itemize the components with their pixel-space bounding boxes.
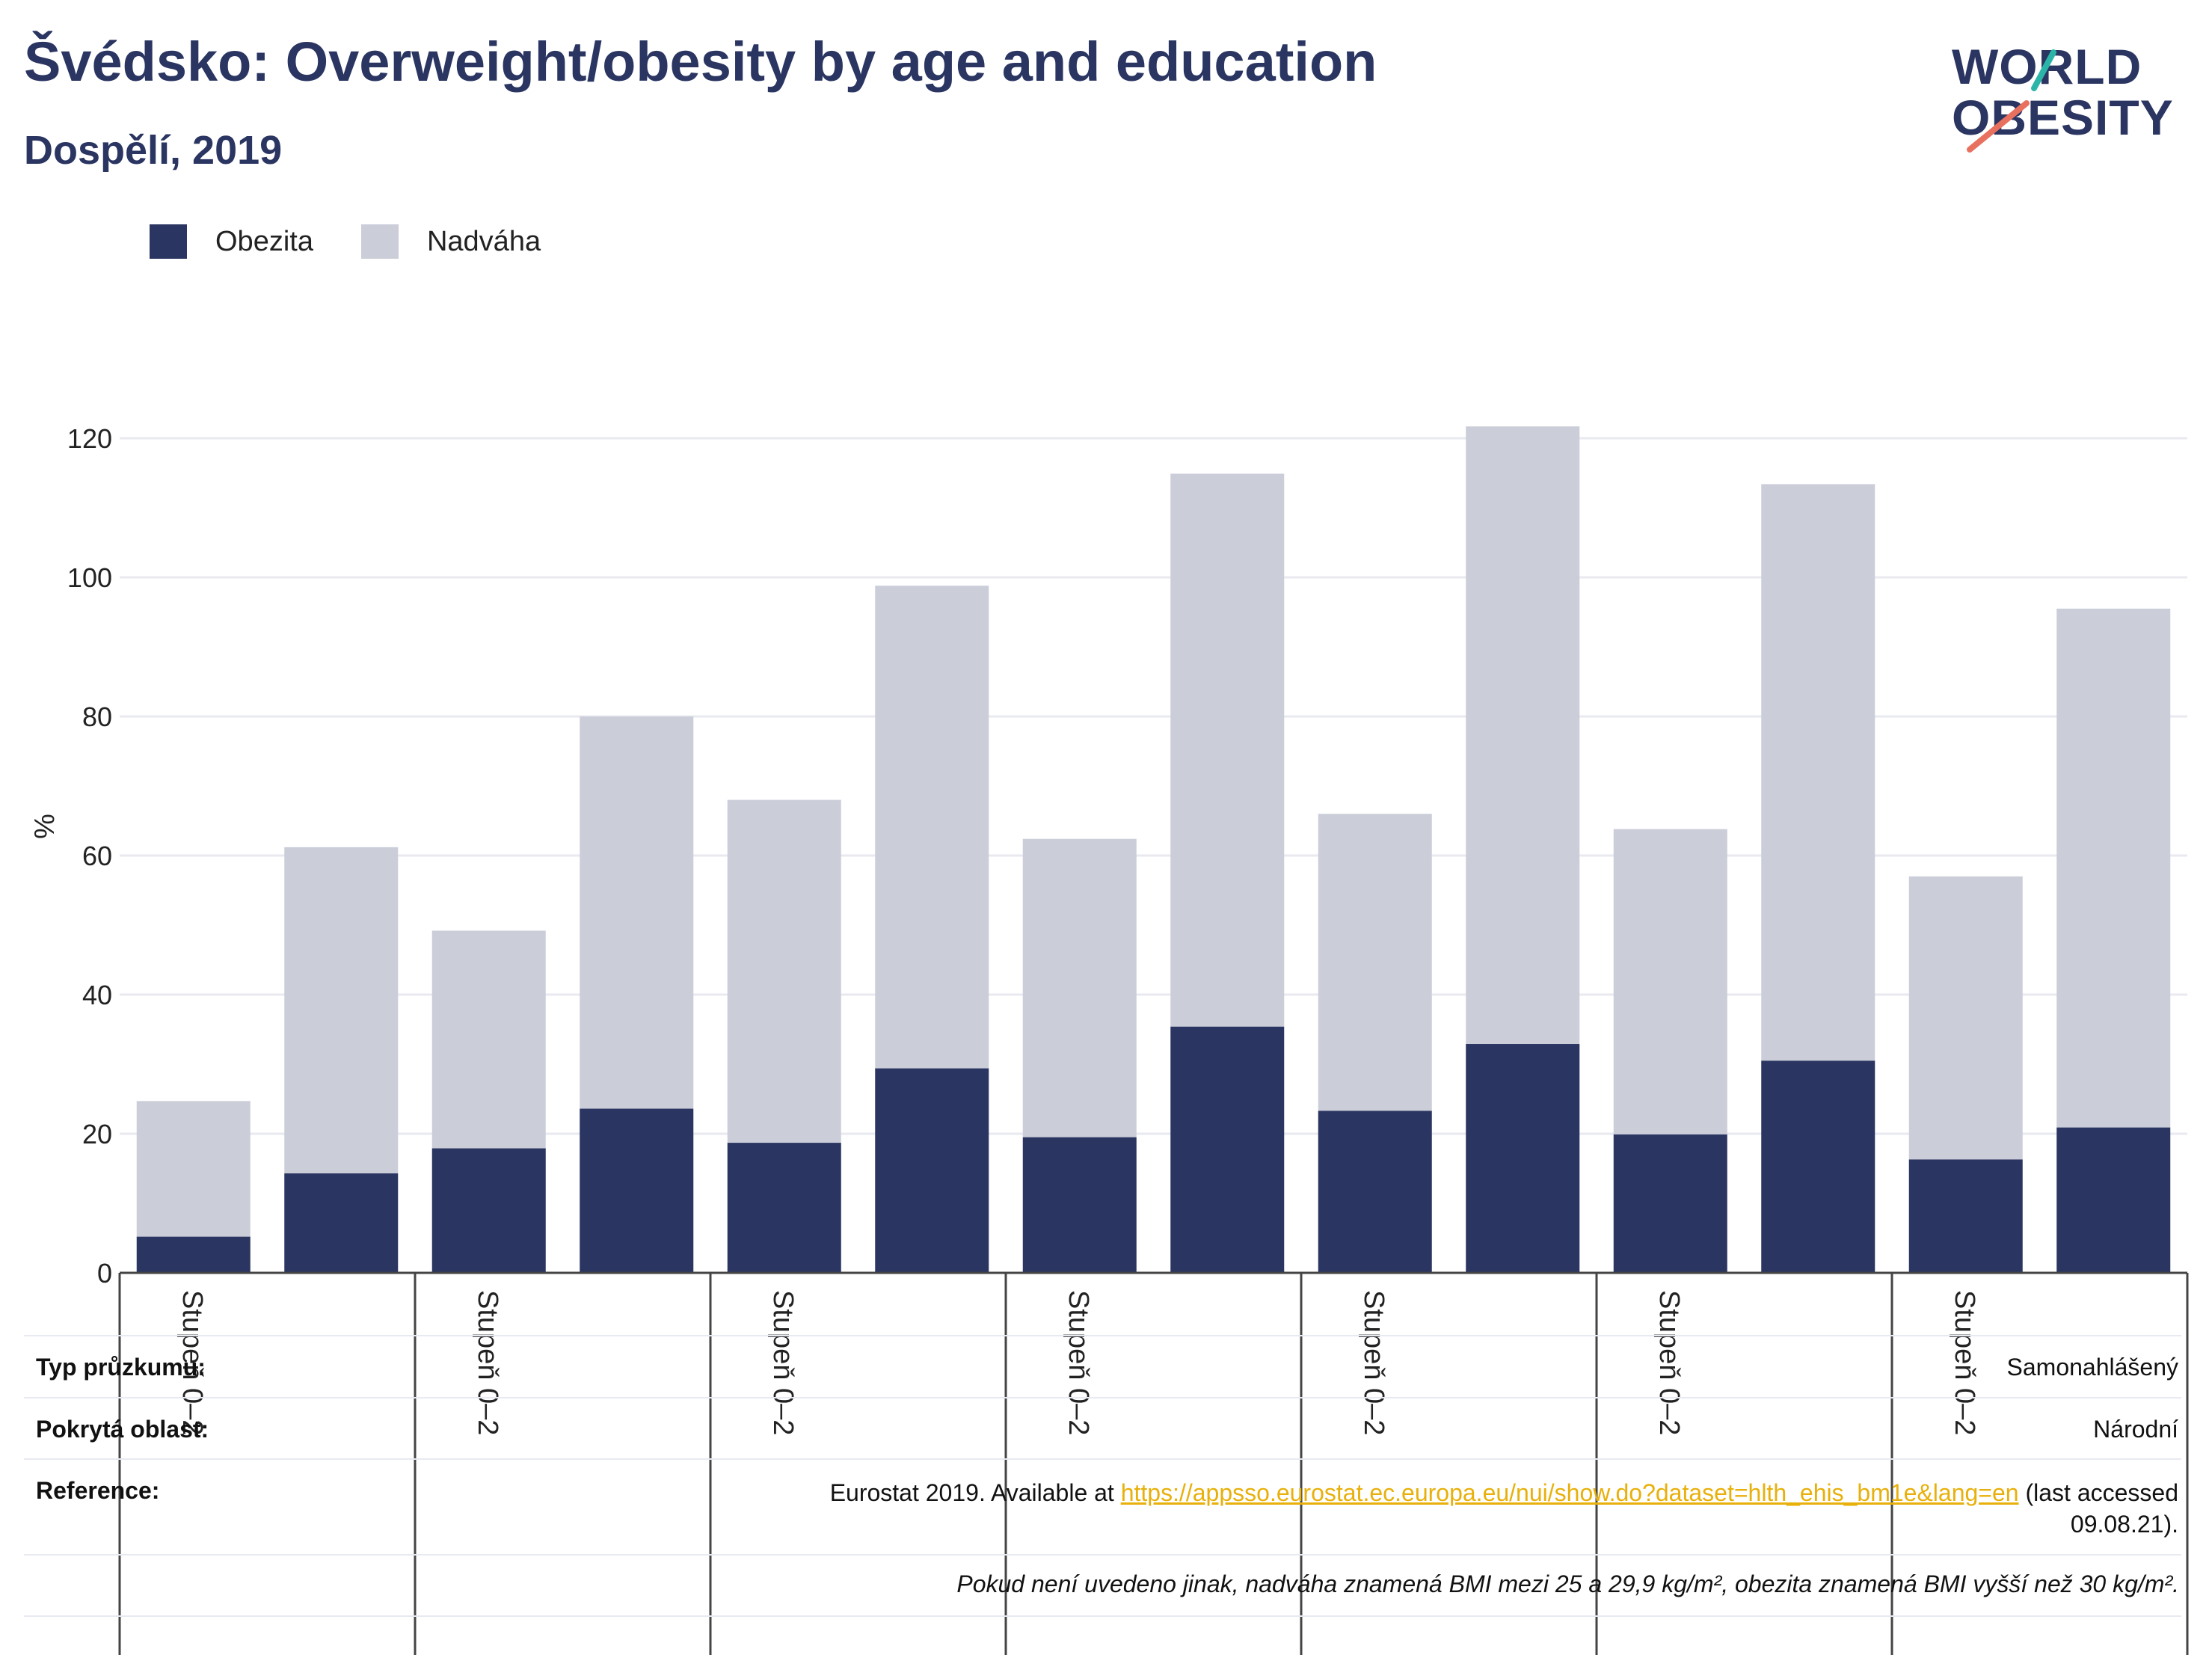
bar-obesity[interactable] [431, 1148, 546, 1273]
bar-obesity[interactable] [1908, 1159, 2023, 1273]
bar-overweight[interactable] [284, 847, 399, 1174]
info-row-area: Pokrytá oblast: Národní [24, 1416, 2181, 1453]
bar-overweight[interactable] [1022, 838, 1137, 1137]
x-group-label: Stupeň 0–2 [1653, 1290, 1685, 1435]
bar-overweight[interactable] [2056, 608, 2171, 1128]
bar-overweight[interactable] [875, 586, 989, 1069]
y-tick-label: 40 [82, 980, 112, 1010]
chart-title: Švédsko: Overweight/obesity by age and e… [24, 31, 1377, 93]
reference-link[interactable]: https://appsso.eurostat.ec.europa.eu/nui… [1120, 1479, 2019, 1506]
area-value: Národní [2093, 1416, 2178, 1443]
logo-slash-icon [1967, 49, 2056, 153]
bar-obesity[interactable] [580, 1108, 694, 1273]
bar-obesity[interactable] [1318, 1111, 1432, 1273]
reference-value: Eurostat 2019. Available at https://apps… [683, 1477, 2178, 1540]
bar-obesity[interactable] [1466, 1044, 1580, 1273]
bar-overweight[interactable] [431, 930, 546, 1149]
bar-overweight[interactable] [580, 716, 694, 1109]
y-tick-label: 120 [67, 423, 112, 454]
area-label: Pokrytá oblast: [36, 1416, 209, 1443]
reference-suffix: (last accessed [2018, 1479, 2178, 1506]
info-divider [24, 1458, 2181, 1460]
legend: Obezita Nadváha [150, 221, 589, 262]
bar-obesity[interactable] [1170, 1026, 1285, 1273]
info-divider [24, 1615, 2181, 1617]
bar-obesity[interactable] [727, 1143, 841, 1273]
definition-note: Pokud není uvedeno jinak, nadváha znamen… [956, 1570, 2179, 1597]
bar-overweight[interactable] [1170, 473, 1285, 1027]
info-divider [24, 1554, 2181, 1556]
legend-item-overweight[interactable]: Nadváha [360, 224, 541, 259]
x-group-label: Stupeň 0–2 [1949, 1290, 1980, 1435]
reference-date: 09.08.21). [2070, 1511, 2178, 1538]
x-group-label: Stupeň 0–2 [767, 1290, 799, 1435]
chart-subtitle: Dospělí, 2019 [24, 128, 283, 173]
bar-overweight[interactable] [1761, 484, 1875, 1061]
info-divider [24, 1335, 2181, 1336]
bar-obesity[interactable] [1761, 1060, 1875, 1273]
reference-prefix: Eurostat 2019. Available at [829, 1479, 1121, 1506]
survey-type-label: Typ průzkumu: [36, 1354, 206, 1381]
bar-obesity[interactable] [2056, 1127, 2171, 1273]
info-row-survey-type: Typ průzkumu: Samonahlášený [24, 1354, 2181, 1391]
bar-obesity[interactable] [1022, 1137, 1137, 1273]
bar-obesity[interactable] [136, 1236, 251, 1273]
y-axis-label: % [29, 814, 61, 839]
info-divider [24, 1397, 2181, 1398]
bar-overweight[interactable] [727, 799, 841, 1143]
legend-item-obesity[interactable]: Obezita [150, 224, 313, 259]
bar-obesity[interactable] [1613, 1134, 1727, 1273]
bar-obesity[interactable] [284, 1173, 399, 1273]
y-tick-label: 0 [97, 1258, 112, 1289]
info-row-reference: Reference: Eurostat 2019. Available at h… [24, 1477, 2181, 1552]
bar-obesity[interactable] [875, 1068, 989, 1273]
y-tick-label: 20 [82, 1119, 112, 1149]
reference-label: Reference: [36, 1477, 160, 1504]
bar-overweight[interactable] [1613, 829, 1727, 1134]
bar-overweight[interactable] [1466, 426, 1580, 1045]
world-obesity-logo: WORLD OBESITY [1952, 22, 2199, 157]
x-group-label: Stupeň 0–2 [1358, 1290, 1389, 1435]
y-tick-label: 60 [82, 841, 112, 871]
legend-swatch-obesity [150, 224, 187, 259]
bar-overweight[interactable] [136, 1101, 251, 1237]
y-tick-label: 100 [67, 562, 112, 593]
x-group-label: Stupeň 0–2 [472, 1290, 503, 1435]
legend-swatch-overweight [360, 224, 399, 259]
y-tick-label: 80 [82, 701, 112, 732]
bar-overweight[interactable] [1318, 814, 1432, 1111]
x-group-label: Stupeň 0–2 [176, 1290, 208, 1435]
legend-label-obesity: Obezita [215, 225, 313, 257]
x-group-label: Stupeň 0–2 [1063, 1290, 1094, 1435]
survey-type-value: Samonahlášený [2006, 1354, 2178, 1381]
legend-label-overweight: Nadváha [426, 225, 541, 257]
bar-overweight[interactable] [1908, 876, 2023, 1160]
